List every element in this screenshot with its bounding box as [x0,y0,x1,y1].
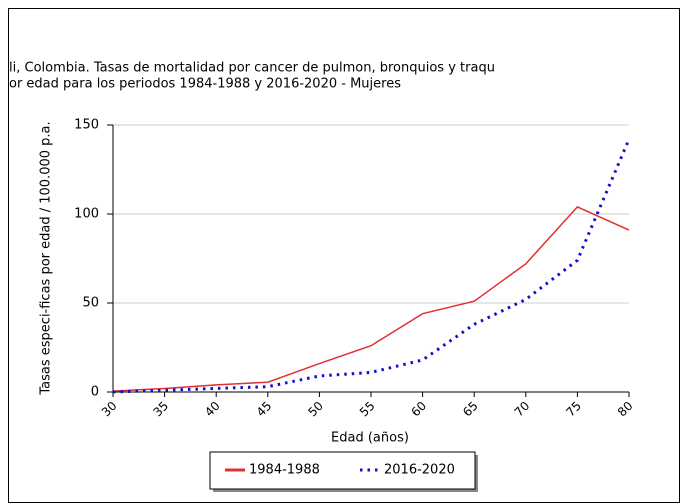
y-tick-label: 0 [91,385,99,400]
x-tick-label: 60 [408,399,429,420]
legend-label: 2016-2020 [384,463,455,478]
y-tick-label: 50 [82,296,99,311]
x-tick-label: 35 [150,399,171,420]
chart-subtitle: or edad para los periodos 1984-1988 y 20… [9,77,401,92]
x-tick-label: 70 [512,399,533,420]
chart-title: li, Colombia. Tasas de mortalidad por ca… [9,61,495,76]
x-tick-label: 55 [357,399,378,420]
data-line [112,205,630,392]
x-tick-label: 75 [563,399,584,420]
legend-label: 1984-1988 [249,463,320,478]
x-axis-label: Edad (años) [331,431,409,446]
y-tick-label: 150 [74,118,99,133]
y-axis-label: Tasas especi-ficas por edad / 100.000 p.… [39,121,54,395]
x-tick-label: 45 [254,399,275,420]
y-tick-label: 100 [74,207,99,222]
x-tick-label: 50 [305,399,326,420]
x-tick-label: 65 [460,399,481,420]
data-line [112,138,631,394]
x-tick-label: 80 [615,399,636,420]
x-tick-label: 40 [202,399,223,420]
frame [8,8,680,503]
x-tick-label: 30 [99,399,120,420]
legend [209,451,476,490]
